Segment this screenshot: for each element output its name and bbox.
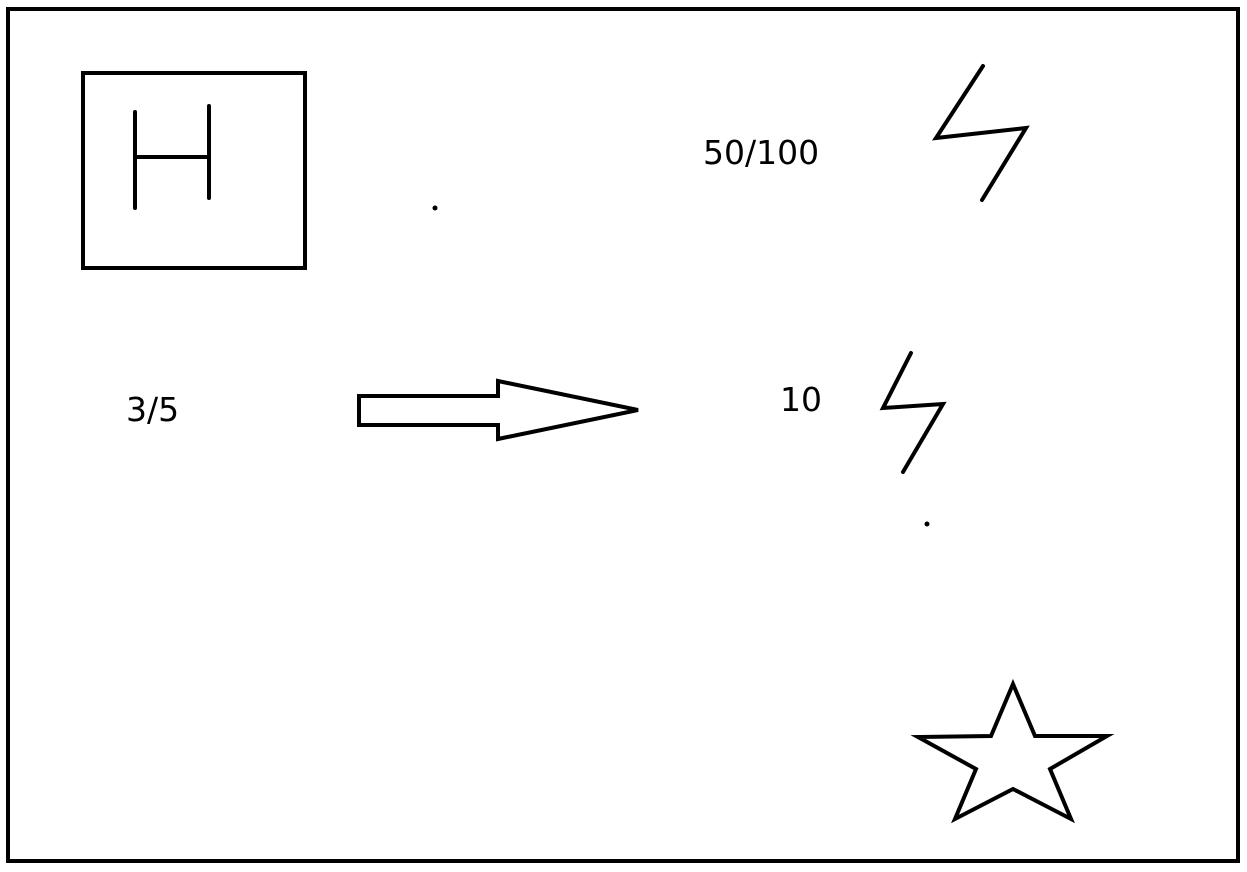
score-label: 50/100 [703, 133, 820, 172]
count-label: 10 [780, 380, 822, 419]
fraction-label: 3/5 [126, 390, 180, 429]
